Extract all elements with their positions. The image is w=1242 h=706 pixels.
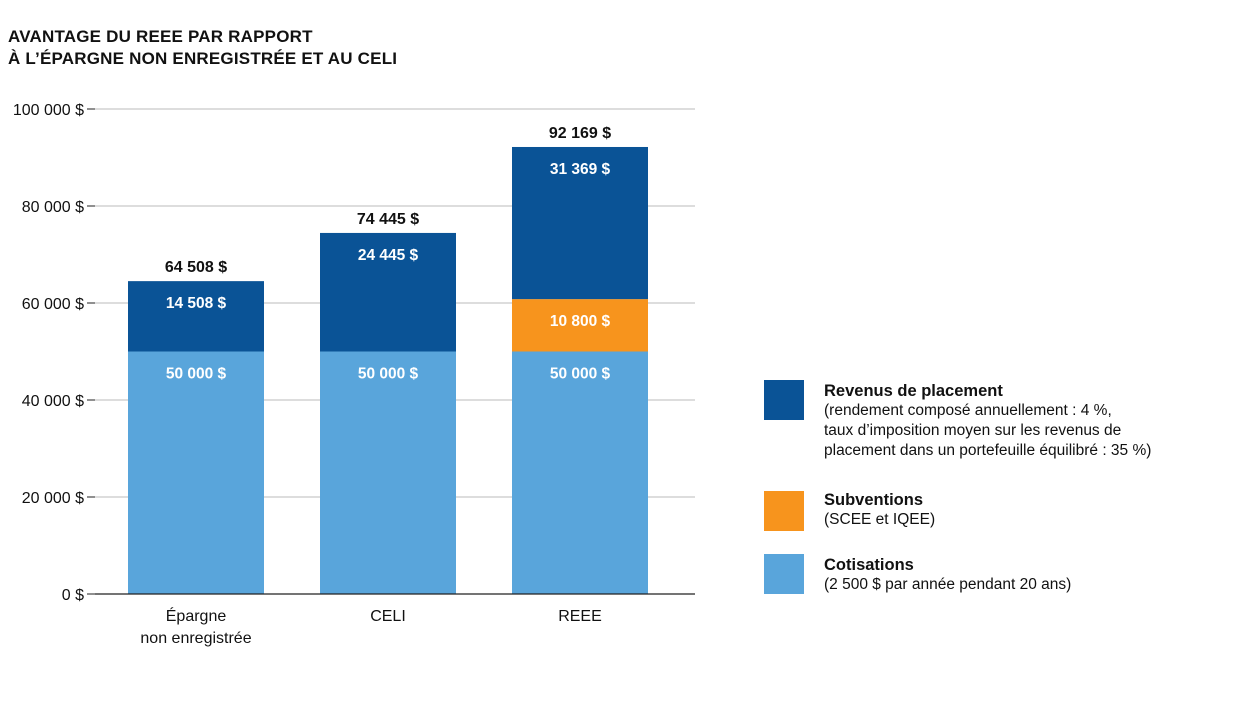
bar-value-label: 24 445 $ bbox=[358, 247, 419, 264]
y-tick-label: 40 000 $ bbox=[22, 393, 84, 410]
bar-total-label: 74 445 $ bbox=[357, 211, 419, 228]
bar-value-label: 50 000 $ bbox=[550, 366, 611, 383]
x-category-label: CELI bbox=[370, 608, 406, 625]
bar-value-label: 50 000 $ bbox=[358, 366, 419, 383]
bar-value-label: 50 000 $ bbox=[166, 366, 227, 383]
chart-title-line-1: AVANTAGE DU REEE PAR RAPPORT bbox=[8, 27, 313, 46]
bar-value-label: 10 800 $ bbox=[550, 313, 611, 330]
legend-swatch-revenus bbox=[764, 380, 804, 420]
bar-segment-revenus bbox=[320, 232, 456, 352]
bar-segment-cotisations bbox=[128, 351, 264, 594]
legend-desc-subventions: (SCEE et IQEE) bbox=[824, 511, 936, 528]
legend-title-cotisations: Cotisations bbox=[824, 556, 914, 574]
legend-title-subventions: Subventions bbox=[824, 491, 924, 509]
stacked-bar-chart: 0 $ 20 000 $ 40 000 $ 60 000 $ 80 000 $ 100 0… bbox=[13, 102, 695, 647]
y-tick-label: 60 000 $ bbox=[22, 296, 84, 313]
legend-desc-revenus-3: placement dans un portefeuille équilibré… bbox=[824, 442, 1152, 459]
y-tick-label: 100 000 $ bbox=[13, 102, 84, 119]
bar-segment-cotisations bbox=[512, 351, 648, 594]
bar-segment-subventions bbox=[512, 299, 648, 352]
x-category-label: REEE bbox=[558, 608, 602, 625]
bar-total-label: 92 169 $ bbox=[549, 125, 611, 142]
legend-desc-revenus-1: (rendement composé annuellement : 4 %, bbox=[824, 402, 1112, 419]
bar-value-label: 31 369 $ bbox=[550, 161, 611, 178]
legend-desc-cotisations: (2 500 $ par année pendant 20 ans) bbox=[824, 576, 1072, 593]
bar-segment-cotisations bbox=[320, 351, 456, 594]
chart-title: AVANTAGE DU REEE PAR RAPPORT À L’ÉPARGNE… bbox=[8, 26, 397, 70]
bar-segment-revenus bbox=[512, 146, 648, 300]
y-tick-label: 0 $ bbox=[62, 587, 84, 604]
legend-desc-revenus-2: taux d’imposition moyen sur les revenus … bbox=[824, 422, 1122, 439]
bar-value-label: 14 508 $ bbox=[166, 295, 227, 312]
legend-swatch-cotisations bbox=[764, 554, 804, 594]
y-tick-label: 80 000 $ bbox=[22, 199, 84, 216]
legend-swatch-subventions bbox=[764, 491, 804, 531]
x-category-label: Épargne bbox=[166, 606, 227, 625]
x-category-label: non enregistrée bbox=[140, 630, 251, 647]
chart-title-line-2: À L’ÉPARGNE NON ENREGISTRÉE ET AU CELI bbox=[8, 49, 398, 68]
bar-segment-revenus bbox=[128, 281, 264, 352]
legend-title-revenus: Revenus de placement bbox=[824, 382, 1003, 400]
y-tick-label: 20 000 $ bbox=[22, 490, 84, 507]
bar-total-label: 64 508 $ bbox=[165, 259, 227, 276]
